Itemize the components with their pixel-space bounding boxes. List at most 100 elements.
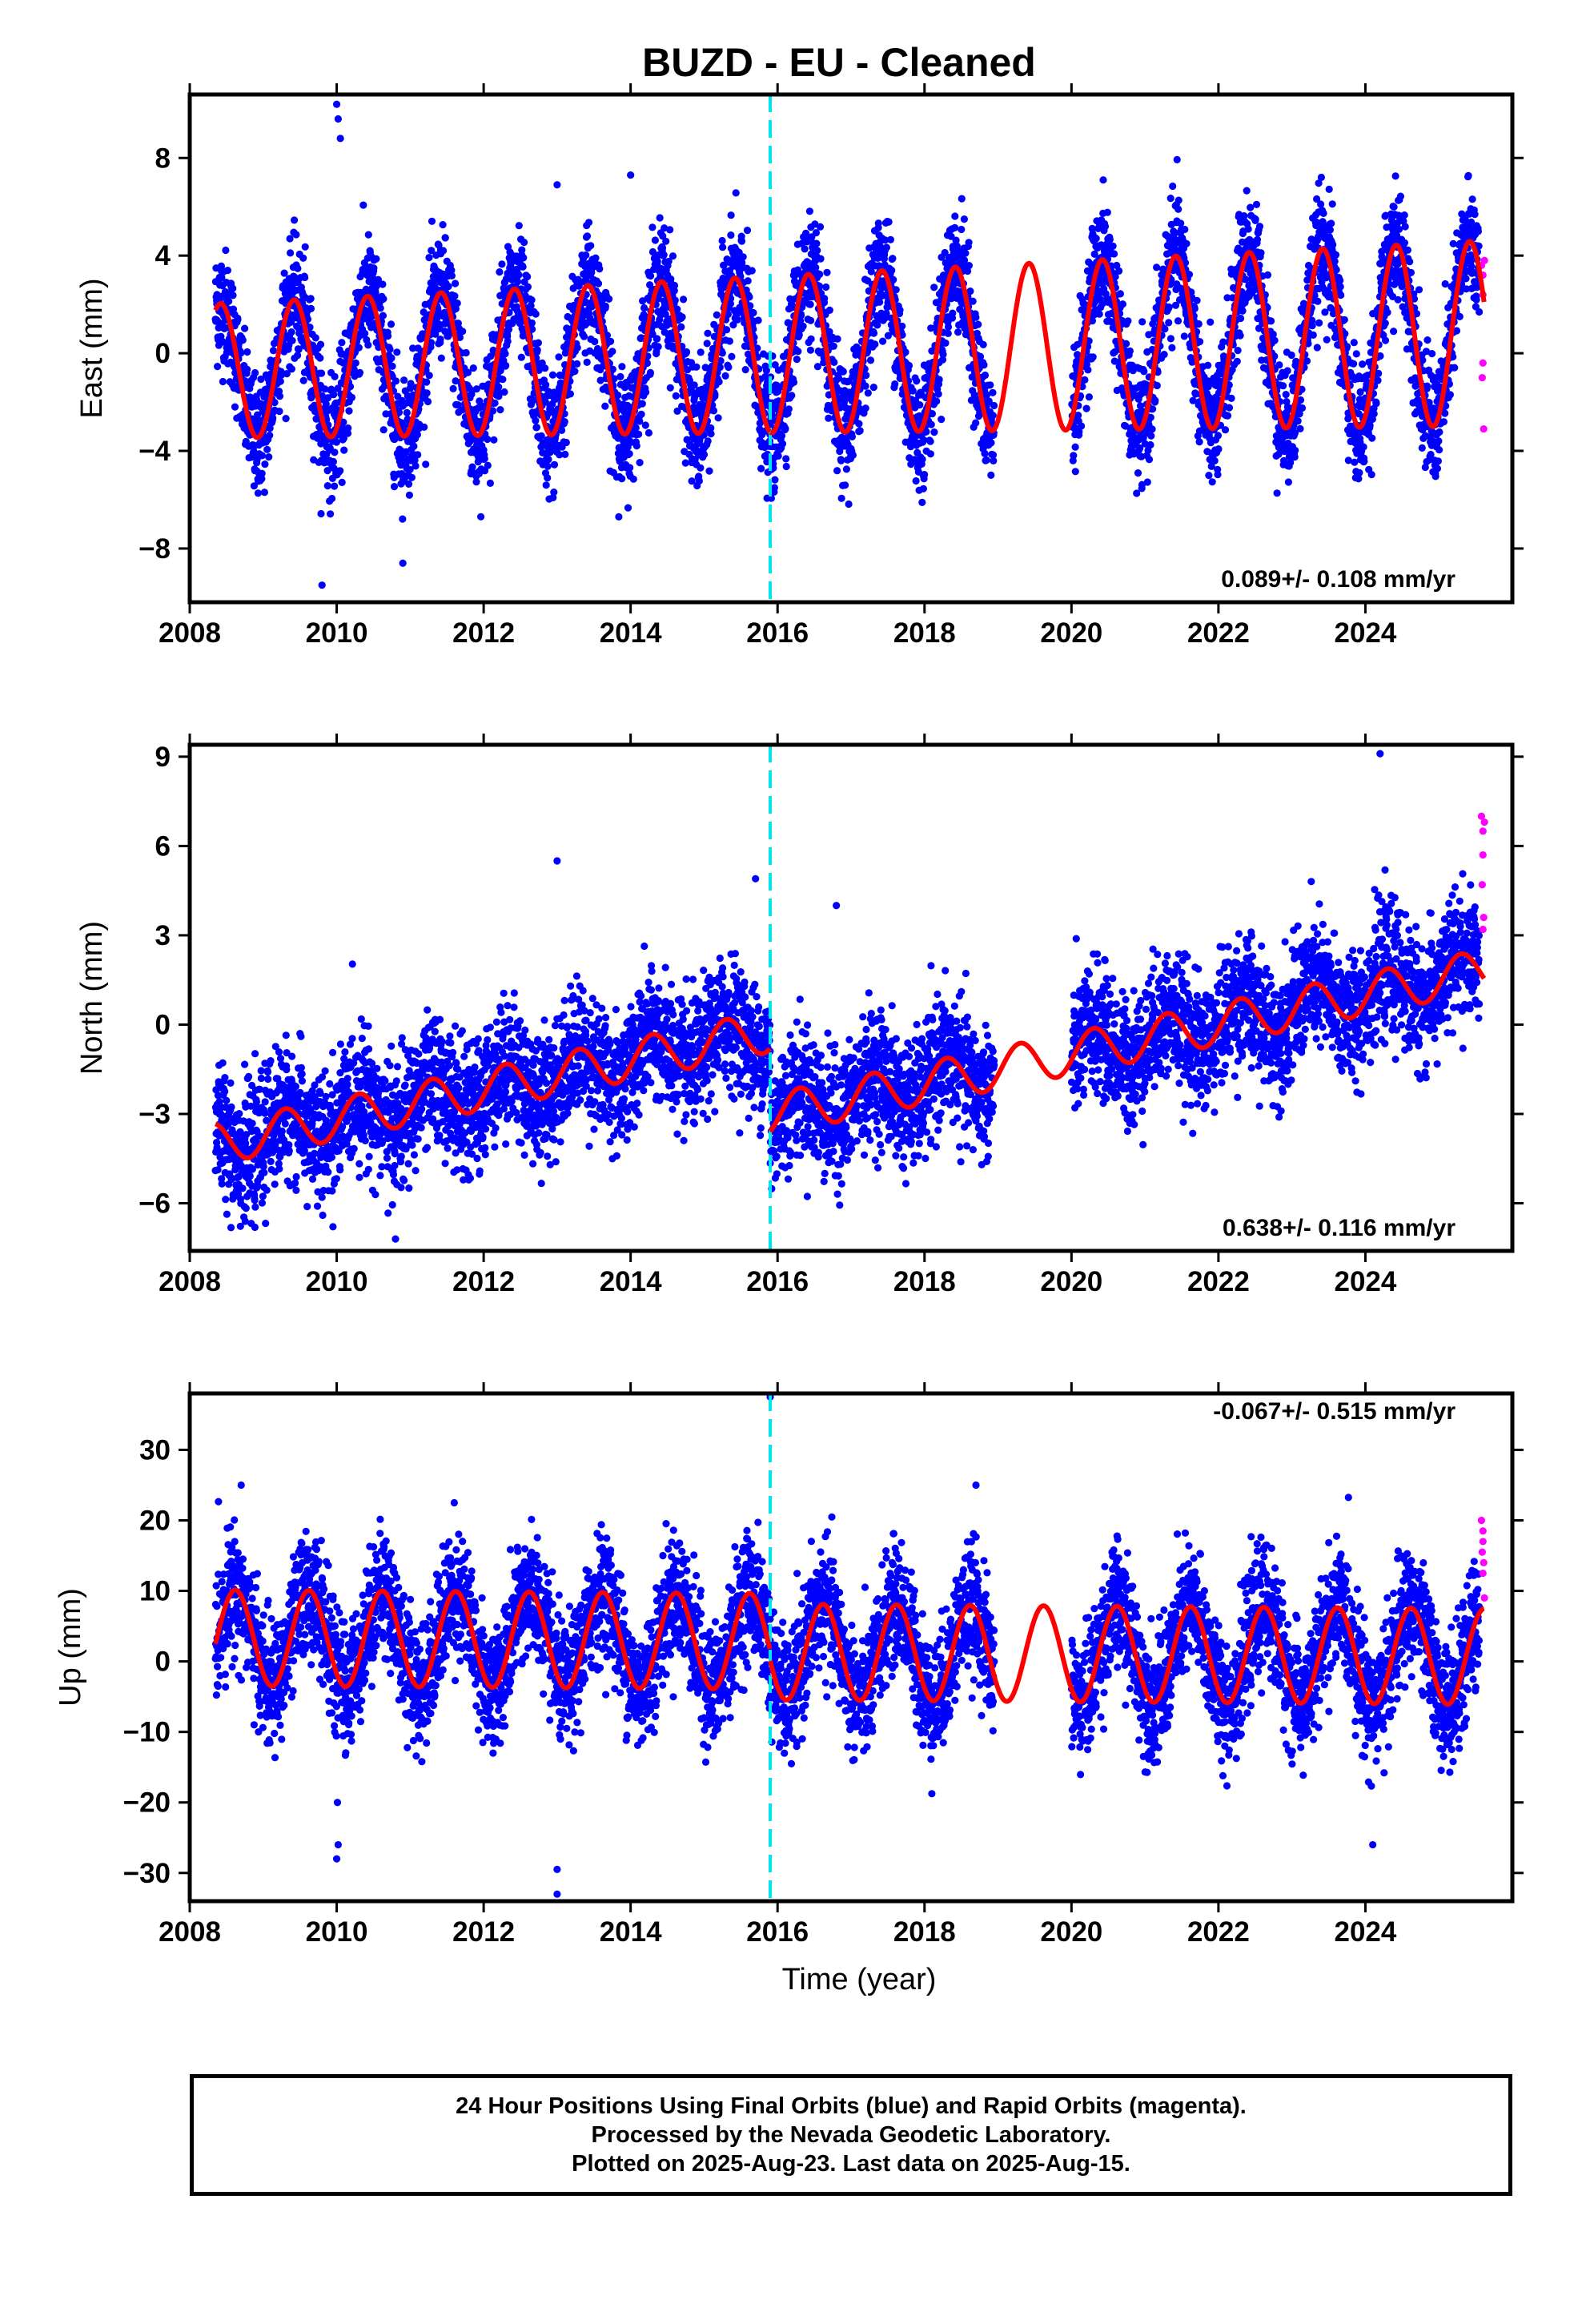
east-data-point — [251, 368, 259, 377]
east-data-point — [794, 348, 802, 356]
east-data-point — [1071, 443, 1079, 451]
east-data-point — [693, 363, 701, 371]
east-data-point — [260, 489, 268, 497]
east-data-point — [866, 356, 875, 364]
east-data-point — [1143, 478, 1151, 486]
east-data-point — [725, 337, 734, 345]
east-data-point — [837, 456, 845, 464]
east-data-point — [1122, 340, 1130, 348]
east-data-point — [533, 346, 541, 354]
east-data-point — [441, 234, 449, 242]
east-data-point — [405, 491, 413, 499]
east-data-point — [841, 481, 849, 489]
east-data-point — [334, 384, 342, 392]
east-data-point — [322, 400, 330, 408]
east-data-point — [225, 297, 233, 305]
east-data-point — [958, 225, 966, 234]
east-data-point — [343, 429, 352, 437]
east-data-point — [498, 260, 506, 268]
east-data-point — [869, 384, 877, 392]
east-data-point — [407, 380, 415, 388]
east-data-point — [1134, 469, 1142, 477]
east-data-point — [646, 281, 654, 289]
east-data-point — [972, 313, 980, 321]
east-data-point — [459, 328, 467, 336]
east-data-point — [324, 394, 332, 402]
east-data-point — [1181, 225, 1189, 234]
east-data-point — [806, 300, 814, 308]
east-data-point — [1233, 357, 1241, 365]
east-data-point — [363, 271, 371, 279]
east-data-point — [778, 440, 787, 448]
east-data-point — [986, 381, 994, 389]
east-data-point — [781, 424, 789, 433]
east-data-point — [532, 416, 540, 424]
east-data-point — [532, 310, 540, 318]
east-data-point — [839, 368, 847, 376]
east-data-point — [861, 404, 869, 412]
east-data-point — [340, 446, 348, 454]
east-data-point — [1208, 478, 1216, 486]
east-data-point — [909, 387, 917, 395]
east-data-point — [414, 451, 422, 459]
east-data-point — [234, 316, 242, 324]
east-data-point — [269, 347, 278, 355]
east-data-point — [388, 362, 396, 370]
east-data-point — [331, 372, 339, 380]
east-data-point — [454, 401, 462, 409]
east-data-point — [709, 407, 718, 415]
east-data-point — [448, 271, 456, 279]
east-data-point — [501, 350, 509, 358]
east-data-point — [387, 320, 396, 328]
east-data-point — [848, 432, 856, 441]
east-data-point — [362, 307, 370, 315]
east-data-point — [1195, 320, 1203, 328]
east-data-point — [515, 222, 523, 230]
east-data-point — [1263, 271, 1272, 279]
east-data-point — [1287, 351, 1295, 360]
east-data-point — [269, 414, 277, 422]
east-data-point — [656, 214, 664, 222]
east-data-point — [241, 324, 249, 332]
east-data-point — [379, 312, 387, 320]
east-data-point — [662, 237, 670, 245]
east-data-point — [716, 364, 724, 372]
east-data-point — [222, 246, 230, 255]
east-data-point — [603, 332, 612, 340]
east-data-point — [1070, 452, 1078, 460]
east-data-point — [886, 235, 894, 243]
east-data-point — [1275, 361, 1283, 369]
east-data-point — [1283, 367, 1291, 375]
east-data-point — [805, 207, 814, 215]
east-data-point — [484, 461, 492, 469]
east-data-point — [744, 277, 752, 285]
east-data-point — [291, 216, 299, 224]
east-data-point — [532, 424, 541, 432]
east-data-point — [707, 430, 715, 438]
east-data-point — [317, 369, 326, 377]
east-data-point — [749, 308, 757, 317]
east-data-point — [666, 384, 674, 392]
east-data-point — [544, 474, 552, 482]
east-data-point — [480, 455, 488, 463]
east-data-point — [331, 448, 339, 456]
east-data-point — [469, 364, 477, 372]
east-data-point — [1214, 471, 1222, 479]
east-data-point — [499, 376, 507, 384]
east-data-point — [1182, 239, 1191, 247]
east-data-point — [502, 361, 510, 370]
east-data-point — [762, 367, 771, 375]
east-data-point — [513, 278, 522, 286]
east-data-point — [549, 493, 557, 502]
east-data-point — [833, 335, 841, 343]
east-data-point — [287, 249, 295, 257]
east-data-point — [608, 365, 617, 373]
east-data-point — [301, 243, 309, 251]
east-data-point — [782, 455, 790, 463]
east-data-point — [1085, 393, 1093, 401]
east-data-point — [379, 295, 387, 303]
east-data-point — [390, 483, 399, 491]
east-data-point — [1180, 332, 1188, 340]
east-data-point — [788, 392, 796, 400]
east-data-point — [813, 239, 821, 247]
